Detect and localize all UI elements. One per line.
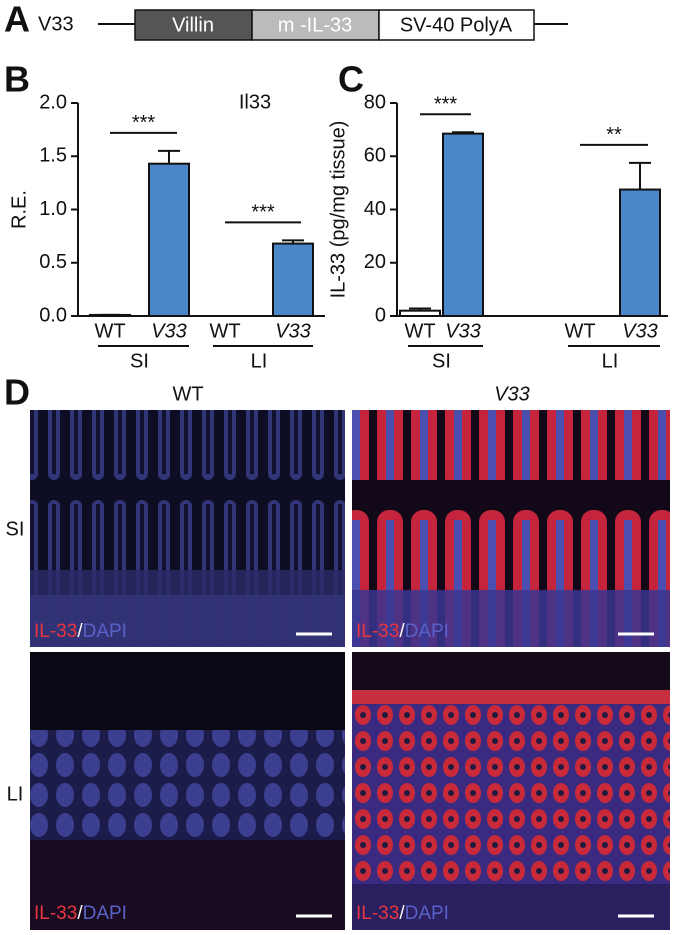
y-tick-label: 40 — [364, 198, 386, 220]
row-label: LI — [7, 783, 24, 805]
stain-label: IL-33/DAPI — [356, 621, 449, 642]
bar — [442, 132, 484, 317]
x-tick-label: WT — [564, 320, 595, 342]
stain-label: IL-33/DAPI — [34, 621, 127, 642]
stain-part: / — [399, 621, 405, 642]
micrograph — [30, 652, 345, 930]
stain-part: / — [77, 621, 83, 642]
micrograph — [30, 410, 345, 647]
bar — [619, 188, 661, 317]
row-label: SI — [6, 518, 25, 540]
group-label: SI — [130, 350, 149, 372]
y-tick-label: 20 — [364, 251, 386, 273]
significance-label: ** — [606, 124, 622, 146]
stain-part: DAPI — [405, 903, 449, 924]
x-tick-label: V33 — [151, 320, 187, 342]
stain-part: IL-33 — [34, 903, 77, 924]
y-tick-label: 0 — [375, 304, 386, 326]
construct-name: V33 — [38, 13, 74, 35]
y-axis-label: IL-33 (pg/mg tissue) — [327, 121, 349, 299]
stain-part: / — [399, 903, 405, 924]
x-tick-label: V33 — [445, 320, 481, 342]
y-tick-label: 1.5 — [39, 145, 67, 167]
chart-title: Il33 — [239, 91, 271, 113]
micrograph — [352, 652, 670, 930]
x-tick-label: WT — [404, 320, 435, 342]
bar — [399, 309, 441, 317]
y-tick-label: 0.5 — [39, 251, 67, 273]
scale-bars — [296, 632, 654, 918]
y-axis-label: R.E. — [8, 190, 30, 229]
segment-label: Villin — [172, 14, 214, 36]
stain-part: DAPI — [405, 621, 449, 642]
x-tick-label: WT — [94, 320, 125, 342]
column-label: WT — [172, 383, 203, 405]
segment-label: m -IL-33 — [278, 14, 352, 36]
x-tick-label: V33 — [622, 320, 658, 342]
panel-letter: A — [4, 0, 30, 40]
micrograph — [352, 410, 670, 647]
group-label: LI — [602, 350, 619, 372]
polya-box — [378, 9, 535, 41]
significance-label: *** — [434, 94, 458, 116]
stain-part: / — [77, 903, 83, 924]
stain-part: IL-33 — [34, 621, 77, 642]
panel-letter: B — [4, 59, 30, 100]
group-label: LI — [251, 350, 268, 372]
x-tick-label: WT — [209, 320, 240, 342]
x-tick-label: V33 — [275, 320, 311, 342]
stain-part: IL-33 — [356, 903, 399, 924]
y-tick-label: 1.0 — [39, 198, 67, 220]
stain-part: IL-33 — [356, 621, 399, 642]
y-tick-label: 80 — [364, 91, 386, 113]
significance-label: *** — [251, 202, 275, 224]
segment-label: SV-40 PolyA — [400, 14, 513, 36]
stain-part: DAPI — [83, 621, 127, 642]
stain-label: IL-33/DAPI — [356, 903, 449, 924]
significance-label: *** — [132, 112, 156, 134]
y-tick-label: 2.0 — [39, 91, 67, 113]
stain-part: DAPI — [83, 903, 127, 924]
column-label: V33 — [494, 383, 530, 405]
y-tick-label: 60 — [364, 145, 386, 167]
stain-label: IL-33/DAPI — [34, 903, 127, 924]
bar — [89, 313, 131, 317]
bar — [272, 242, 314, 317]
bar — [148, 162, 190, 317]
panel-letter: C — [338, 59, 364, 100]
panel-letter: D — [4, 372, 30, 413]
group-label: SI — [432, 350, 451, 372]
il33-box — [251, 9, 380, 41]
y-tick-label: 0.0 — [39, 304, 67, 326]
